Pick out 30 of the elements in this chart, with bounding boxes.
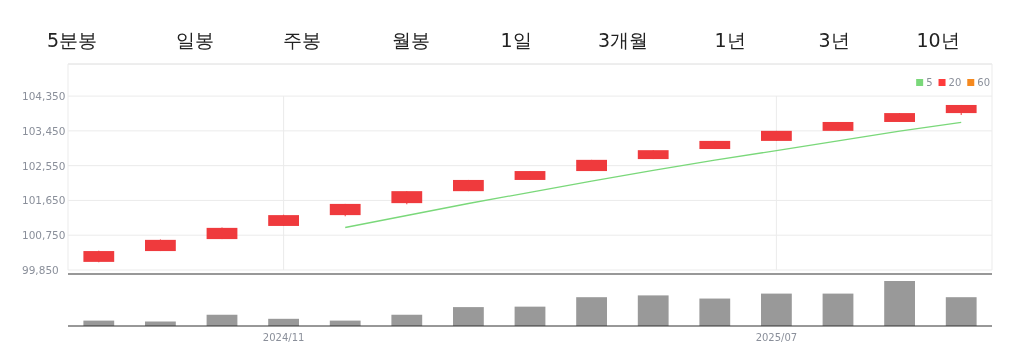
y-tick-label: 99,850	[22, 264, 59, 276]
y-tick-label: 100,750	[22, 229, 66, 242]
bar	[884, 281, 915, 326]
bar	[576, 297, 607, 326]
text: 5분봉	[46, 29, 98, 51]
bar	[453, 307, 484, 326]
legend-label: 20	[948, 77, 962, 88]
text: 1년	[714, 29, 746, 51]
x-tick-label: 2024/11	[262, 332, 305, 343]
legend-label: 60	[977, 77, 990, 88]
bar	[699, 298, 731, 326]
text: 3개월	[597, 29, 649, 51]
y-tick-label: 103,450	[22, 124, 66, 137]
bar	[822, 293, 854, 326]
bar	[945, 297, 977, 326]
text: 10년	[916, 29, 960, 51]
text: 월봉	[392, 29, 430, 51]
bar	[514, 306, 546, 326]
line-series	[344, 121, 962, 229]
text: 3년	[818, 29, 850, 51]
y-tick-label: 104,350	[22, 90, 66, 103]
bar	[761, 293, 792, 326]
text: 일봉	[176, 29, 214, 51]
y-tick-label: 102,550	[22, 159, 66, 172]
x-tick-label: 2025/07	[755, 332, 798, 343]
text: 1일	[500, 29, 532, 51]
bar	[637, 295, 669, 326]
legend-label: 5	[926, 77, 933, 88]
y-tick-label: 101,650	[22, 194, 66, 207]
text: 주봉	[283, 29, 321, 51]
